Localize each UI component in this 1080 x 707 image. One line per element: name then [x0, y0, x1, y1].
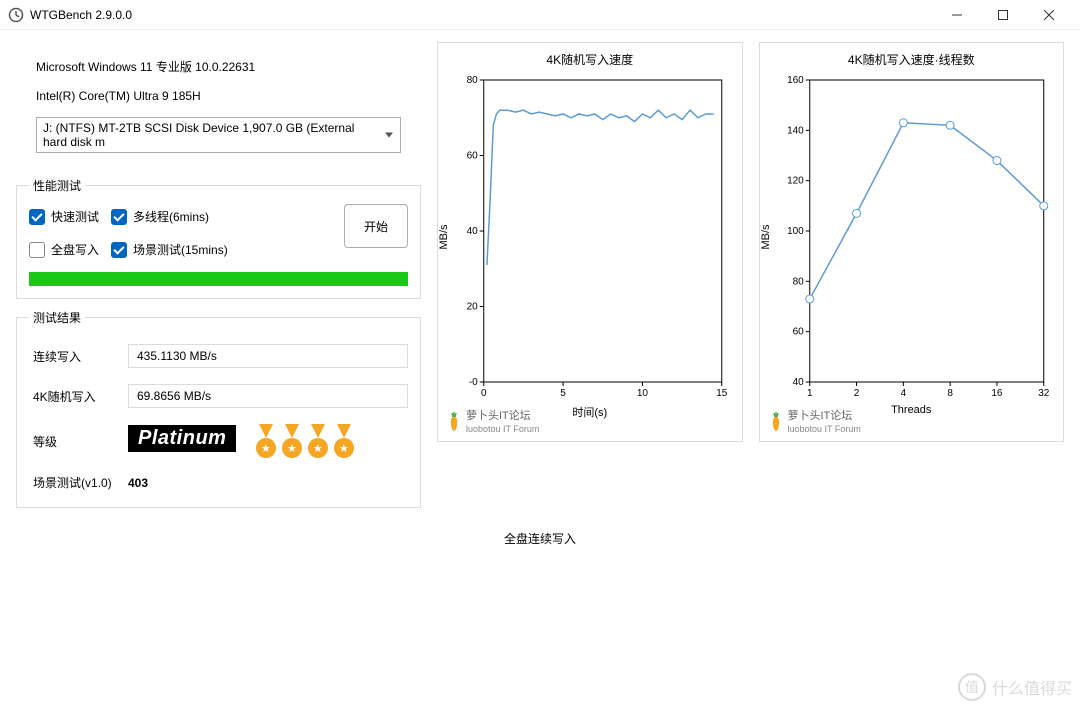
quick-test-checkbox[interactable]: 快速测试	[29, 208, 99, 225]
scene-score-label: 场景测试(v1.0)	[33, 474, 128, 491]
carrot-icon	[446, 411, 462, 431]
chart2-ylabel: MB/s	[760, 224, 772, 249]
forum-en: luobotou IT Forum	[466, 424, 539, 434]
progress-bar	[29, 272, 408, 286]
medal-icon	[306, 424, 330, 458]
rnd-write-label: 4K随机写入	[33, 388, 128, 405]
grade-badge: Platinum	[128, 425, 236, 452]
forum-text-2: 萝卜头IT论坛 luobotou IT Forum	[788, 407, 861, 435]
maximize-button[interactable]	[980, 0, 1026, 30]
svg-text:2: 2	[853, 388, 859, 399]
watermark-badge-icon: 值	[958, 673, 986, 701]
disk-select[interactable]: J: (NTFS) MT-2TB SCSI Disk Device 1,907.…	[36, 117, 401, 153]
scene-score-value: 403	[128, 476, 408, 490]
medal-icon	[254, 424, 278, 458]
svg-text:100: 100	[787, 226, 804, 237]
chart2-svg: 40 60 80 100 120 140 160 1 2 4 8 16 32	[770, 72, 1054, 402]
medal-icon	[332, 424, 356, 458]
svg-text:10: 10	[637, 388, 649, 399]
minimize-button[interactable]	[934, 0, 980, 30]
svg-text:80: 80	[467, 75, 479, 86]
svg-text:20: 20	[467, 302, 479, 313]
svg-text:80: 80	[792, 276, 804, 287]
full-write-label: 全盘连续写入	[0, 530, 1080, 547]
cpu-label: Intel(R) Core(TM) Ultra 9 185H	[36, 89, 401, 103]
perf-test-group: 性能测试 快速测试 全盘写入 多线程(6mins) 场景测试(15mins)	[16, 177, 421, 299]
chart1-title: 4K随机写入速度	[442, 51, 738, 68]
svg-text:120: 120	[787, 176, 804, 187]
svg-text:140: 140	[787, 125, 804, 136]
seq-write-value: 435.1130 MB/s	[128, 344, 408, 368]
forum-cn: 萝卜头IT论坛	[788, 410, 853, 422]
svg-text:160: 160	[787, 75, 804, 86]
system-info: Microsoft Windows 11 专业版 10.0.22631 Inte…	[16, 42, 421, 173]
chart2-box: MB/s 40608010012014016012481632	[770, 72, 1054, 402]
scene-label: 场景测试(15mins)	[133, 241, 228, 258]
medal-icon	[280, 424, 304, 458]
grade-label: 等级	[33, 433, 128, 450]
chart2-panel: 4K随机写入速度·线程数 MB/s 40 60 80 100 120 140 160 1 2 4 8…	[759, 42, 1065, 442]
start-button-label: 开始	[364, 218, 388, 235]
chart1-panel: 4K随机写入速度 MB/s -020406080051015 时间(s) 萝卜头…	[437, 42, 743, 442]
chart1-box: MB/s -020406080051015	[448, 72, 732, 402]
fullwrite-label: 全盘写入	[51, 241, 99, 258]
forum-en: luobotou IT Forum	[788, 424, 861, 434]
svg-text:60: 60	[467, 151, 479, 162]
svg-text:-0: -0	[469, 377, 478, 388]
forum-watermark-1: 萝卜头IT论坛 luobotou IT Forum	[446, 407, 539, 435]
perf-legend: 性能测试	[29, 177, 85, 194]
titlebar: WTGBench 2.9.0.0	[0, 0, 1080, 30]
start-button[interactable]: 开始	[344, 204, 408, 248]
results-group: 测试结果 连续写入 435.1130 MB/s 4K随机写入 69.8656 M…	[16, 309, 421, 508]
forum-text-1: 萝卜头IT论坛 luobotou IT Forum	[466, 407, 539, 435]
seq-write-label: 连续写入	[33, 348, 128, 365]
app-icon	[8, 7, 24, 23]
close-button[interactable]	[1026, 0, 1072, 30]
os-label: Microsoft Windows 11 专业版 10.0.22631	[36, 58, 401, 75]
svg-text:4: 4	[900, 388, 906, 399]
watermark-text: 什么值得买	[992, 675, 1072, 699]
left-panel: Microsoft Windows 11 专业版 10.0.22631 Inte…	[16, 42, 421, 518]
svg-text:0: 0	[481, 388, 487, 399]
svg-text:16: 16	[991, 388, 1003, 399]
svg-text:15: 15	[716, 388, 728, 399]
medals	[254, 424, 356, 458]
chart1-ylabel: MB/s	[438, 224, 450, 249]
multithread-label: 多线程(6mins)	[133, 208, 209, 225]
chart2-title: 4K随机写入速度·线程数	[764, 51, 1060, 68]
window-buttons	[934, 0, 1072, 30]
svg-text:40: 40	[467, 226, 479, 237]
forum-cn: 萝卜头IT论坛	[466, 410, 531, 422]
chart1-svg: -0 20 40 60 80 0 5 10 15	[448, 72, 732, 402]
svg-text:40: 40	[792, 377, 804, 388]
main-content: Microsoft Windows 11 专业版 10.0.22631 Inte…	[0, 30, 1080, 518]
corner-watermark: 值 什么值得买	[958, 673, 1072, 701]
svg-text:60: 60	[792, 327, 804, 338]
multithread-checkbox[interactable]: 多线程(6mins)	[111, 208, 228, 225]
grade-cell: Platinum	[128, 424, 408, 458]
scene-checkbox[interactable]: 场景测试(15mins)	[111, 241, 228, 258]
forum-watermark-2: 萝卜头IT论坛 luobotou IT Forum	[768, 407, 861, 435]
rnd-write-value: 69.8656 MB/s	[128, 384, 408, 408]
svg-text:8: 8	[947, 388, 953, 399]
svg-text:32: 32	[1038, 388, 1050, 399]
svg-text:5: 5	[560, 388, 566, 399]
svg-text:1: 1	[806, 388, 812, 399]
results-legend: 测试结果	[29, 309, 85, 326]
quick-test-label: 快速测试	[51, 208, 99, 225]
carrot-icon	[768, 411, 784, 431]
window-title: WTGBench 2.9.0.0	[30, 8, 132, 22]
disk-select-value: J: (NTFS) MT-2TB SCSI Disk Device 1,907.…	[43, 121, 354, 149]
fullwrite-checkbox[interactable]: 全盘写入	[29, 241, 99, 258]
